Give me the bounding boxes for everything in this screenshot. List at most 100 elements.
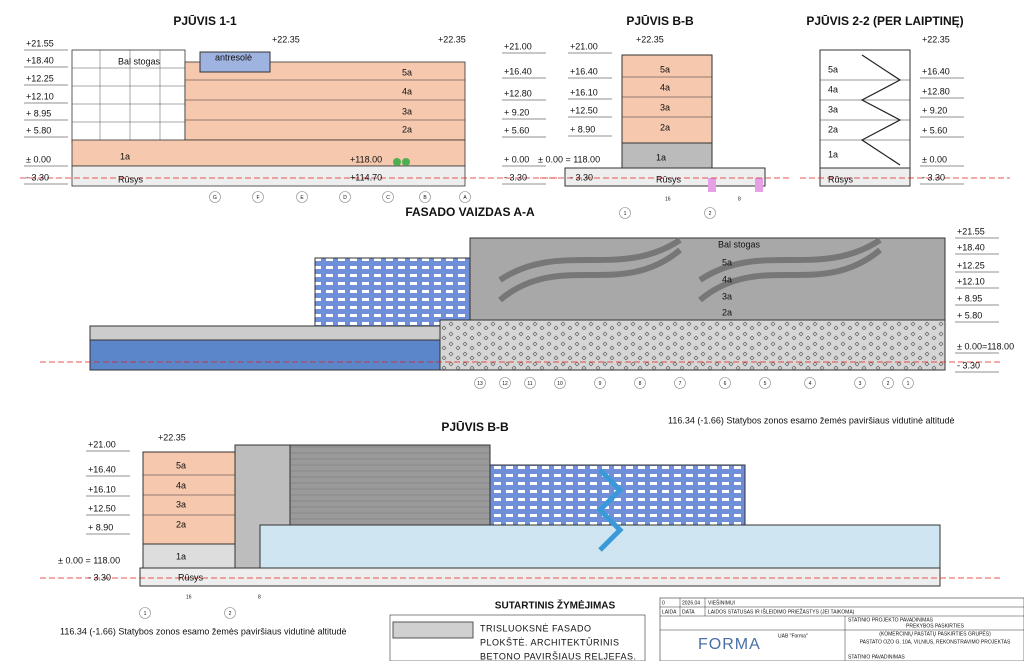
axis-label: D: [343, 195, 347, 201]
floor-label: 3a: [722, 291, 732, 301]
level-mark: +118.00: [350, 154, 382, 164]
axis-bubble: [704, 207, 716, 219]
level-mark: +16.40: [922, 66, 950, 76]
axis-label: 1: [624, 211, 627, 217]
dimension: 16: [186, 594, 192, 600]
axis-bubble: [296, 191, 308, 203]
level-mark: + 0.00: [504, 154, 529, 164]
axis-bubble: [804, 377, 816, 389]
axis-label: 2: [229, 611, 232, 617]
floor-label: 5a: [722, 257, 732, 267]
project-name: (KOMERCINIŲ PASTATŲ PASKIRTIES GRUPĖS): [879, 630, 991, 637]
section-title: PJŪVIS 1-1: [173, 14, 237, 28]
dimension: 16: [665, 196, 671, 202]
level-mark: +12.50: [570, 105, 598, 115]
floor-label: 4a: [828, 84, 838, 94]
axis-bubble: [594, 377, 606, 389]
label: STATINIO PAVADINIMAS: [848, 654, 905, 660]
axis-label: 12: [502, 381, 508, 387]
axis-label: 11: [527, 381, 532, 387]
level-mark: +16.40: [504, 66, 532, 76]
level-mark: ± 0.00=118.00: [957, 341, 1014, 351]
axis-bubble: [674, 377, 686, 389]
floor-label: 5a: [828, 64, 838, 74]
section-title: PJŪVIS B-B: [441, 420, 509, 434]
level-mark: ± 0.00: [922, 154, 947, 164]
logo: FORMA: [698, 636, 761, 653]
floor-label: 5a: [176, 460, 186, 470]
level-mark: +22.35: [922, 34, 950, 44]
legend-text: PLOKŠTĖ. ARCHITEKTŪRINIS: [480, 637, 620, 647]
axis-bubble: [499, 377, 511, 389]
legend-text: BETONO PAVIRŠIAUS RELJEFAS.: [480, 651, 637, 661]
level-mark: ± 0.00 = 118.00: [58, 555, 120, 565]
dimension: 8: [258, 594, 261, 600]
floor-label: 1a: [120, 151, 130, 161]
floor-label: 3a: [176, 499, 186, 509]
issue-cell: 0: [662, 600, 665, 606]
issue-cell: VIEŠINIMUI: [708, 599, 735, 606]
level-mark: - 3.30: [957, 360, 980, 370]
section-title: PJŪVIS B-B: [626, 14, 694, 28]
floor-label: 2a: [176, 519, 186, 529]
axis-bubble: [719, 377, 731, 389]
dimension: 8: [738, 196, 741, 202]
floor-label: 3a: [828, 104, 838, 114]
axis-bubble: [634, 377, 646, 389]
floor-label: Rūsys: [828, 174, 854, 184]
level-mark: + 9.20: [504, 107, 529, 117]
level-mark: +18.40: [26, 55, 54, 65]
floor-label: Rūsys: [118, 174, 144, 184]
level-mark: + 5.80: [26, 125, 51, 135]
floor-label: Rūsys: [178, 572, 204, 582]
title-block: [659, 597, 1024, 661]
level-mark: +22.35: [636, 34, 664, 44]
level-mark: + 5.60: [504, 125, 529, 135]
floor-label: 3a: [402, 106, 412, 116]
project-name: PREKYBOS PASKIRTIES: [906, 623, 965, 629]
axis-bubble: [252, 191, 264, 203]
axis-bubble: [209, 191, 221, 203]
floor-label: 4a: [402, 86, 412, 96]
axis-label: 4: [809, 381, 812, 387]
legend: [389, 614, 646, 661]
axis-label: 13: [477, 381, 483, 387]
floor-label: 2a: [828, 124, 838, 134]
section-title: PJŪVIS 2-2 (PER LAIPTINĘ): [806, 14, 963, 28]
level-mark: +114.70: [350, 172, 382, 182]
floor-label: 5a: [660, 64, 670, 74]
label: STATINIO PROJEKTO PAVADINIMAS: [848, 617, 934, 623]
section-1-1: [20, 49, 560, 187]
floor-label: 3a: [660, 102, 670, 112]
section-2-2: [800, 49, 1010, 187]
axis-bubble: [339, 191, 351, 203]
axis-bubble: [619, 207, 631, 219]
level-mark: +16.40: [570, 66, 598, 76]
level-mark: +21.55: [26, 38, 54, 48]
level-mark: +12.10: [26, 91, 54, 101]
floor-label: Bal stogas: [118, 56, 161, 66]
level-mark: +12.80: [504, 88, 532, 98]
floor-label: 5a: [402, 67, 412, 77]
issue-header: LAIDA: [662, 609, 677, 615]
level-mark: +21.00: [570, 41, 598, 51]
axis-label: 2: [887, 381, 890, 387]
section-b-b-bottom: [40, 444, 1000, 587]
level-mark: - 3.30: [922, 172, 945, 182]
level-mark: + 9.20: [922, 105, 947, 115]
level-mark: - 3.30: [88, 572, 111, 582]
axis-label: 5: [764, 381, 767, 387]
floor-label: 1a: [656, 152, 666, 162]
floor-label: 4a: [722, 274, 732, 284]
floor-label: 4a: [176, 480, 186, 490]
axis-bubble: [524, 377, 536, 389]
level-mark: +21.00: [504, 41, 532, 51]
annotation: 116.34 (-1.66) Statybos zonos esamo žemė…: [668, 415, 955, 425]
axis-bubble: [554, 377, 566, 389]
level-mark: + 5.60: [922, 125, 947, 135]
issue-header: DATA: [682, 609, 695, 615]
level-mark: - 3.30: [26, 172, 49, 182]
floor-label: 2a: [722, 307, 732, 317]
